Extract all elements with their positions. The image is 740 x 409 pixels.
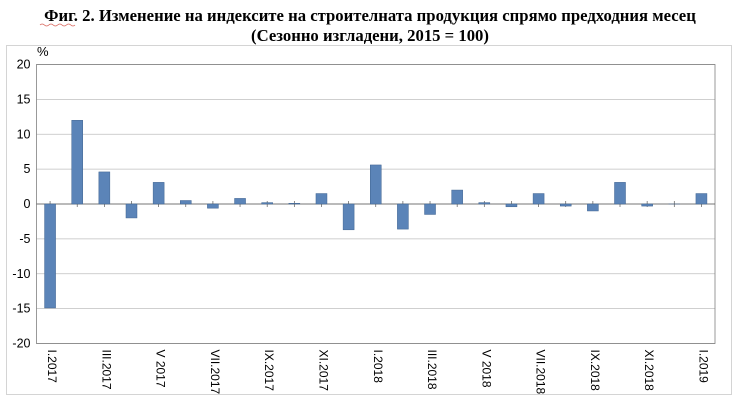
svg-text:I.2018: I.2018 [371, 350, 385, 384]
svg-text:III.2017: III.2017 [99, 350, 113, 390]
svg-text:15: 15 [17, 92, 31, 106]
svg-text:0: 0 [24, 197, 31, 211]
svg-text:-10: -10 [12, 267, 30, 281]
svg-text:-20: -20 [12, 337, 30, 351]
svg-text:I.2017: I.2017 [45, 350, 59, 384]
svg-text:20: 20 [17, 58, 31, 72]
svg-text:VII.2018: VII.2018 [534, 350, 548, 395]
svg-text:-15: -15 [12, 302, 30, 316]
svg-text:-5: -5 [19, 232, 30, 246]
svg-text:5: 5 [24, 162, 31, 176]
svg-text:XI.2018: XI.2018 [642, 350, 656, 392]
svg-text:V 2017: V 2017 [154, 350, 168, 388]
svg-text:III.2018: III.2018 [425, 350, 439, 390]
svg-text:IX.2017: IX.2017 [262, 350, 276, 392]
svg-text:10: 10 [17, 127, 31, 141]
svg-text:I.2019: I.2019 [696, 350, 710, 384]
svg-text:%: % [37, 44, 49, 59]
svg-text:VII.2017: VII.2017 [208, 350, 222, 395]
svg-text:IX.2018: IX.2018 [588, 350, 602, 392]
svg-text:XI.2017: XI.2017 [316, 350, 330, 392]
svg-text:V 2018: V 2018 [479, 350, 493, 388]
